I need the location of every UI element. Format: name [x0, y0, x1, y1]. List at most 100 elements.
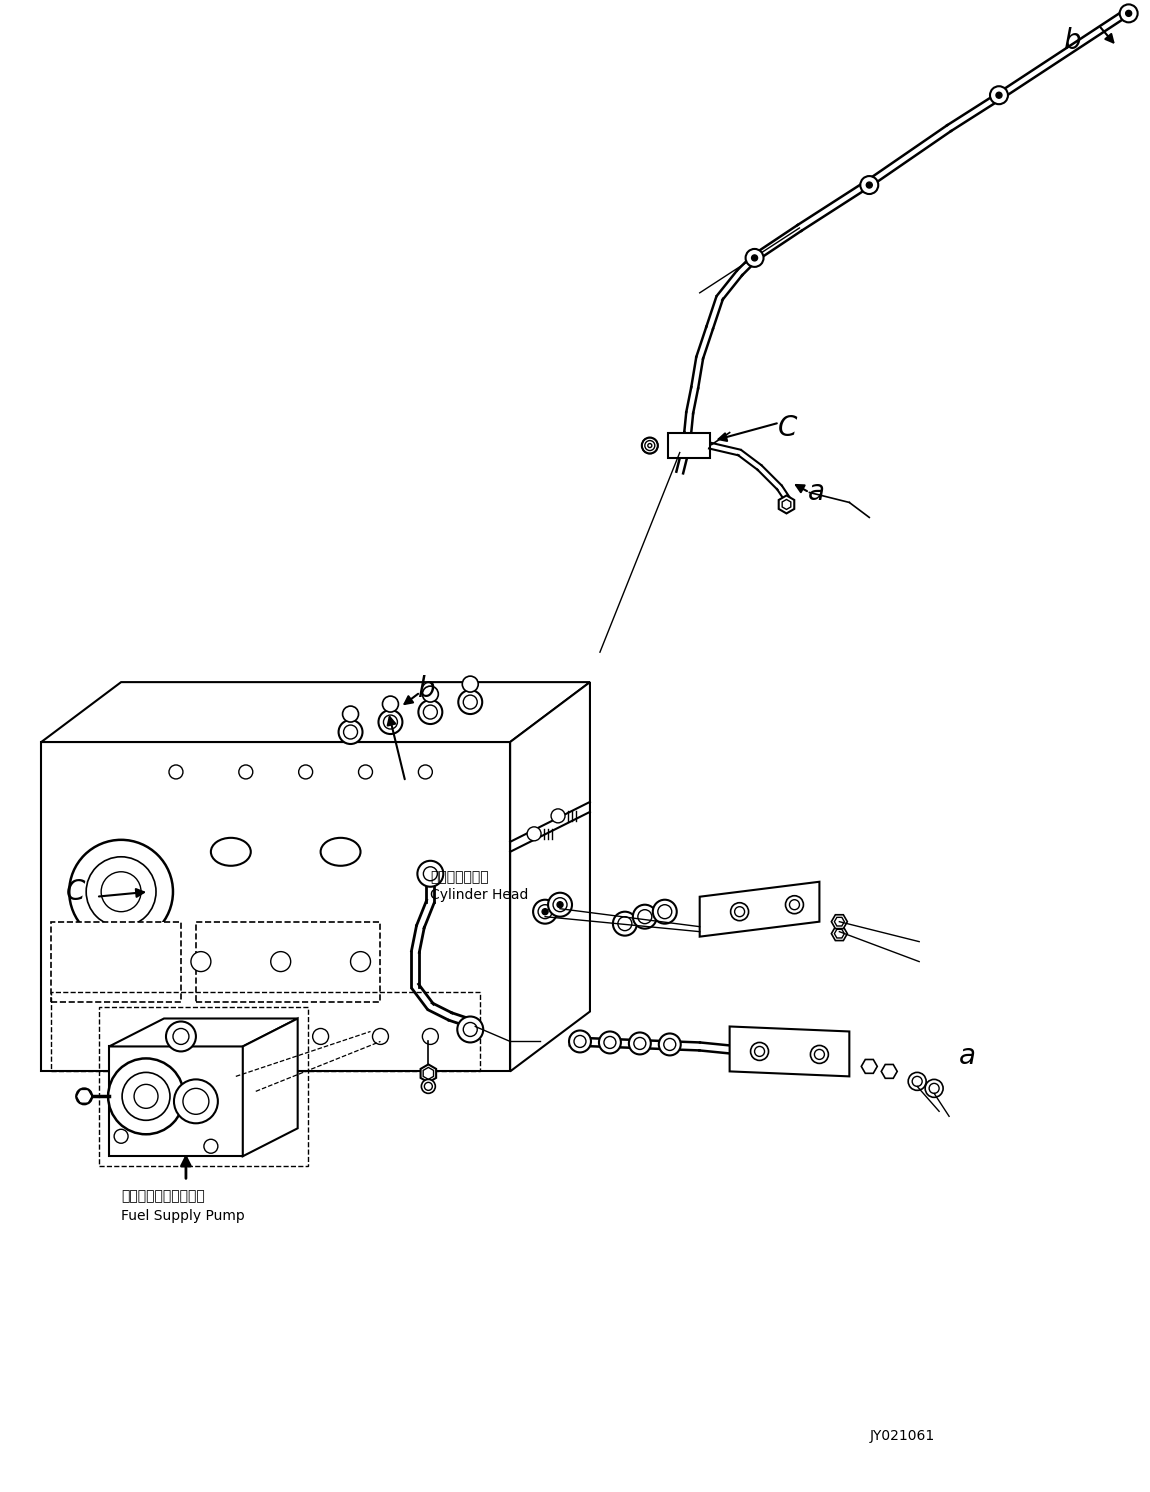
Circle shape [169, 765, 183, 779]
Circle shape [359, 765, 373, 779]
Text: C: C [777, 413, 797, 442]
Circle shape [69, 840, 172, 943]
Circle shape [599, 1031, 621, 1053]
Circle shape [76, 1088, 92, 1104]
Circle shape [745, 249, 764, 267]
Polygon shape [699, 882, 820, 937]
Polygon shape [861, 1059, 877, 1073]
Circle shape [1126, 10, 1132, 16]
Circle shape [172, 1028, 189, 1044]
Circle shape [270, 952, 291, 971]
Circle shape [613, 912, 637, 935]
Circle shape [618, 916, 631, 931]
Circle shape [191, 952, 210, 971]
Circle shape [866, 182, 873, 188]
Polygon shape [196, 922, 381, 1001]
Text: a: a [959, 1043, 976, 1070]
Polygon shape [831, 915, 848, 928]
Polygon shape [881, 1064, 897, 1079]
Circle shape [135, 1085, 158, 1109]
Circle shape [574, 1035, 586, 1047]
Polygon shape [109, 1019, 298, 1046]
Circle shape [462, 676, 478, 692]
Text: a: a [807, 479, 825, 506]
Circle shape [534, 900, 557, 924]
Polygon shape [41, 682, 590, 742]
Circle shape [551, 809, 565, 824]
Circle shape [538, 904, 552, 919]
Circle shape [658, 904, 672, 919]
Circle shape [664, 1038, 676, 1050]
Polygon shape [109, 1046, 243, 1156]
Circle shape [553, 898, 567, 912]
Circle shape [811, 1046, 828, 1064]
Polygon shape [243, 1019, 298, 1156]
Polygon shape [831, 927, 848, 940]
Circle shape [860, 176, 879, 194]
Circle shape [204, 1140, 217, 1153]
Circle shape [990, 87, 1007, 104]
Circle shape [338, 721, 362, 745]
Circle shape [1120, 4, 1137, 22]
Circle shape [557, 901, 564, 907]
Circle shape [424, 1082, 432, 1091]
Ellipse shape [210, 839, 251, 865]
Circle shape [421, 1079, 436, 1094]
Text: C: C [67, 877, 85, 906]
Text: Cylinder Head: Cylinder Head [430, 888, 529, 901]
Circle shape [730, 903, 749, 921]
Circle shape [383, 715, 398, 730]
Text: JY021061: JY021061 [869, 1429, 935, 1443]
Circle shape [542, 909, 549, 915]
Circle shape [604, 1037, 616, 1049]
Circle shape [383, 697, 398, 712]
Circle shape [378, 710, 402, 734]
Circle shape [422, 1028, 438, 1044]
Circle shape [86, 856, 156, 927]
Text: b: b [419, 674, 436, 703]
Circle shape [108, 1058, 184, 1134]
Circle shape [419, 765, 432, 779]
Circle shape [422, 686, 438, 703]
Circle shape [632, 904, 657, 928]
Ellipse shape [321, 839, 360, 865]
Polygon shape [779, 495, 795, 513]
Text: b: b [1064, 27, 1081, 55]
Circle shape [183, 1088, 209, 1115]
Circle shape [458, 1016, 483, 1043]
Circle shape [642, 437, 658, 454]
Circle shape [751, 1043, 768, 1061]
Circle shape [463, 695, 477, 709]
Circle shape [752, 255, 758, 261]
Circle shape [638, 910, 652, 924]
Circle shape [629, 1032, 651, 1055]
Circle shape [299, 765, 313, 779]
Polygon shape [511, 682, 590, 1071]
Polygon shape [668, 433, 710, 458]
Polygon shape [729, 1026, 850, 1076]
Circle shape [122, 1073, 170, 1120]
Circle shape [239, 765, 253, 779]
Circle shape [419, 700, 443, 724]
Circle shape [313, 1028, 329, 1044]
Circle shape [634, 1037, 646, 1049]
Circle shape [343, 706, 359, 722]
Circle shape [785, 895, 804, 913]
Circle shape [925, 1079, 943, 1097]
Circle shape [417, 861, 443, 886]
Circle shape [659, 1034, 681, 1055]
Polygon shape [421, 1064, 436, 1082]
Polygon shape [41, 742, 511, 1071]
Circle shape [463, 1022, 477, 1037]
Circle shape [423, 706, 437, 719]
Circle shape [527, 827, 542, 841]
Circle shape [351, 952, 370, 971]
Circle shape [423, 867, 437, 880]
Circle shape [373, 1028, 389, 1044]
Text: シリンダヘッド: シリンダヘッド [430, 870, 489, 883]
Circle shape [193, 1028, 209, 1044]
Circle shape [653, 900, 676, 924]
Circle shape [459, 691, 482, 715]
Circle shape [996, 93, 1002, 98]
Circle shape [908, 1073, 926, 1091]
